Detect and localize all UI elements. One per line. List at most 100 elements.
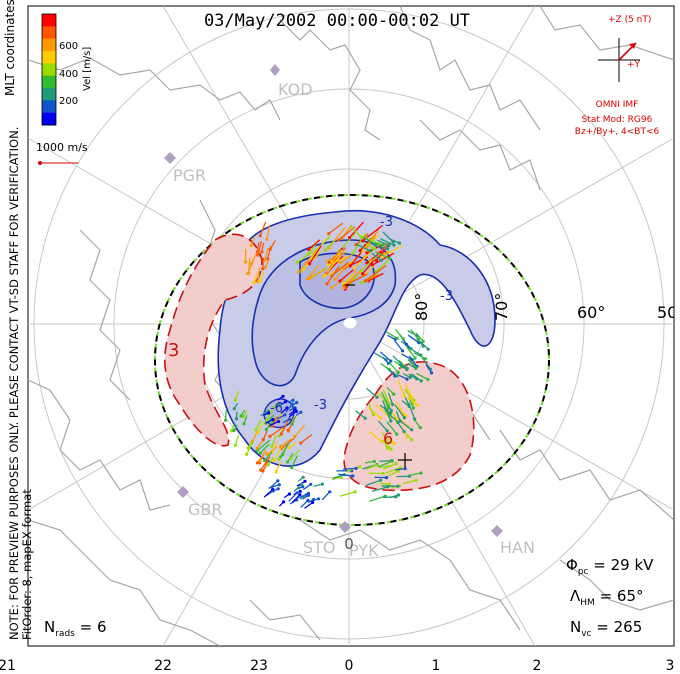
velocity-vector: [413, 418, 421, 428]
velocity-vector: [328, 222, 344, 235]
vector-origin: [261, 438, 265, 442]
pole-marker: [343, 317, 357, 329]
vector-origin: [411, 406, 415, 410]
vector-origin: [327, 232, 331, 236]
velocity-vector: [383, 406, 392, 422]
velocity-vector: [321, 491, 331, 501]
velocity-vector: [246, 441, 254, 455]
velocity-vector: [386, 421, 398, 435]
vector-origin: [372, 459, 376, 463]
velocity-colorbar: [41, 13, 57, 126]
velocity-vector: [266, 224, 271, 240]
colorbar-swatch: [42, 14, 56, 27]
velocity-vector: [263, 247, 269, 261]
velocity-vector: [378, 420, 388, 432]
colorbar-tick: 600: [59, 41, 78, 52]
velocity-vector: [416, 372, 429, 381]
vector-origin: [274, 470, 278, 474]
vector-origin: [413, 356, 417, 360]
vector-origin: [339, 261, 343, 265]
velocity-vector: [381, 391, 389, 407]
vector-origin: [407, 474, 412, 478]
vector-origin: [361, 239, 365, 243]
vector-origin: [419, 379, 423, 383]
velocity-vector: [262, 430, 268, 440]
velocity-vector: [383, 463, 397, 470]
velocity-vector: [386, 386, 395, 395]
velocity-vector: [280, 438, 292, 447]
vector-origin: [410, 395, 414, 399]
velocity-vector: [262, 257, 264, 269]
vector-origin: [283, 400, 288, 404]
map-title: 03/May/2002 00:00-00:02 UT: [204, 11, 470, 31]
velocity-vector: [339, 491, 356, 497]
station-markers: [164, 64, 503, 537]
velocity-vector: [293, 483, 303, 492]
vector-origin: [413, 417, 417, 421]
vector-origin: [286, 428, 290, 432]
velocity-vector: [398, 407, 407, 417]
vector-origin: [397, 241, 402, 245]
velocity-vector: [324, 255, 341, 277]
vector-origin: [295, 491, 299, 495]
vector-origin: [301, 268, 305, 272]
vector-origin: [380, 439, 384, 443]
vector-origin: [387, 401, 391, 405]
vector-origin: [258, 234, 262, 238]
vector-origin: [375, 395, 379, 399]
vector-origin: [306, 252, 310, 256]
velocity-vector: [264, 451, 273, 462]
velocity-vector: [257, 240, 263, 256]
cross-polar-potential: Φpc = 29 kV: [566, 556, 654, 577]
vector-origin: [301, 475, 305, 479]
contour-label: -3: [440, 289, 453, 304]
velocity-vector: [360, 255, 378, 272]
velocity-vector: [298, 257, 312, 273]
vector-origin: [266, 257, 270, 261]
vector-origin: [351, 251, 355, 255]
vector-origin: [405, 377, 409, 381]
vector-origin: [391, 240, 395, 244]
contour-label: -3: [380, 215, 393, 230]
vector-origin: [401, 337, 405, 341]
velocity-vector: [280, 420, 289, 435]
velocity-vector: [375, 257, 392, 273]
contour-label: -3: [314, 398, 327, 413]
velocity-vector: [366, 387, 378, 398]
velocity-vector: [354, 249, 374, 269]
vector-origin: [299, 441, 303, 445]
velocity-vector: [381, 485, 398, 487]
vector-origin: [276, 487, 280, 491]
vector-origin: [233, 443, 237, 447]
velocity-vector: [374, 404, 388, 415]
velocity-vector: [425, 364, 433, 374]
vector-origin: [264, 427, 268, 431]
velocity-vector: [349, 252, 362, 267]
velocity-vector: [410, 329, 419, 340]
vector-origin: [249, 243, 253, 248]
vector-origin: [293, 435, 297, 439]
vector-origin: [311, 500, 315, 505]
velocity-vector: [304, 501, 313, 509]
colorbar-swatch: [42, 100, 56, 114]
fit-order-line: FitOrder: 8, mapEX format: [20, 489, 34, 640]
vector-origin: [414, 478, 418, 482]
vector-origin: [421, 344, 425, 348]
station-label: HAN: [500, 538, 535, 557]
colorbar-swatch: [42, 112, 56, 126]
velocity-vector: [269, 240, 276, 250]
vector-origin: [255, 461, 260, 465]
velocity-vector: [394, 404, 405, 419]
vector-origin: [277, 457, 281, 461]
colorbar-label: Vel [m/s]: [82, 46, 93, 91]
station-label: GBR: [188, 500, 223, 519]
vector-origin: [281, 452, 285, 456]
vector-origin: [363, 279, 368, 283]
velocity-vector: [259, 443, 270, 454]
mlt-midnight-label: 0: [344, 535, 354, 553]
velocity-vector: [371, 486, 389, 493]
vector-origin: [399, 362, 403, 366]
latitude-label: 80°: [412, 293, 431, 321]
velocity-vector: [306, 264, 320, 280]
mlt-label: 1: [432, 658, 441, 674]
